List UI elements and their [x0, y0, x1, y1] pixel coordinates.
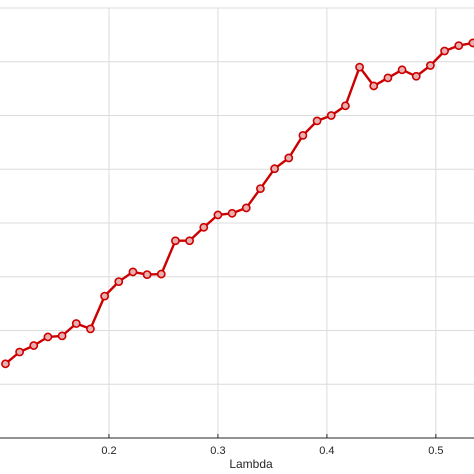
data-point [440, 46, 449, 56]
data-point [411, 71, 421, 81]
data-point [156, 269, 166, 279]
data-point [57, 331, 67, 341]
data-point [29, 341, 39, 350]
data-point [468, 38, 474, 48]
x-tick-label: 0.4 [319, 445, 334, 457]
data-point [341, 101, 350, 111]
data-point [114, 277, 124, 286]
data-point [454, 41, 464, 51]
data-point [43, 332, 53, 342]
data-point [171, 236, 180, 246]
data-point [397, 65, 407, 75]
data-point [15, 347, 25, 357]
data-point [298, 130, 308, 140]
data-point [383, 73, 393, 83]
data-point [128, 267, 138, 277]
data-point [256, 184, 265, 193]
x-tick-labels: 0.2 0.3 0.4 0.5 [101, 445, 443, 457]
data-point [426, 61, 435, 70]
x-tick-label: 0.5 [428, 445, 443, 457]
data-point [284, 153, 294, 163]
data-point [199, 222, 209, 232]
data-point [100, 291, 110, 301]
data-point [185, 236, 194, 246]
data-point [270, 164, 279, 174]
data-point [227, 208, 237, 218]
series-line [4, 41, 474, 365]
x-tick-label: 0.3 [210, 445, 225, 457]
data-point [369, 81, 379, 91]
data-point [71, 319, 81, 328]
x-tick-label: 0.2 [101, 445, 116, 457]
data-point [86, 324, 95, 334]
x-axis-label: Lambda [229, 457, 273, 471]
data-point [312, 116, 322, 126]
data-point [213, 210, 223, 220]
data-point [241, 203, 251, 213]
axes [0, 434, 474, 439]
data-point [142, 270, 152, 279]
series-group [1, 38, 474, 369]
data-point [1, 359, 10, 369]
data-point [326, 111, 336, 120]
data-point [355, 62, 364, 72]
